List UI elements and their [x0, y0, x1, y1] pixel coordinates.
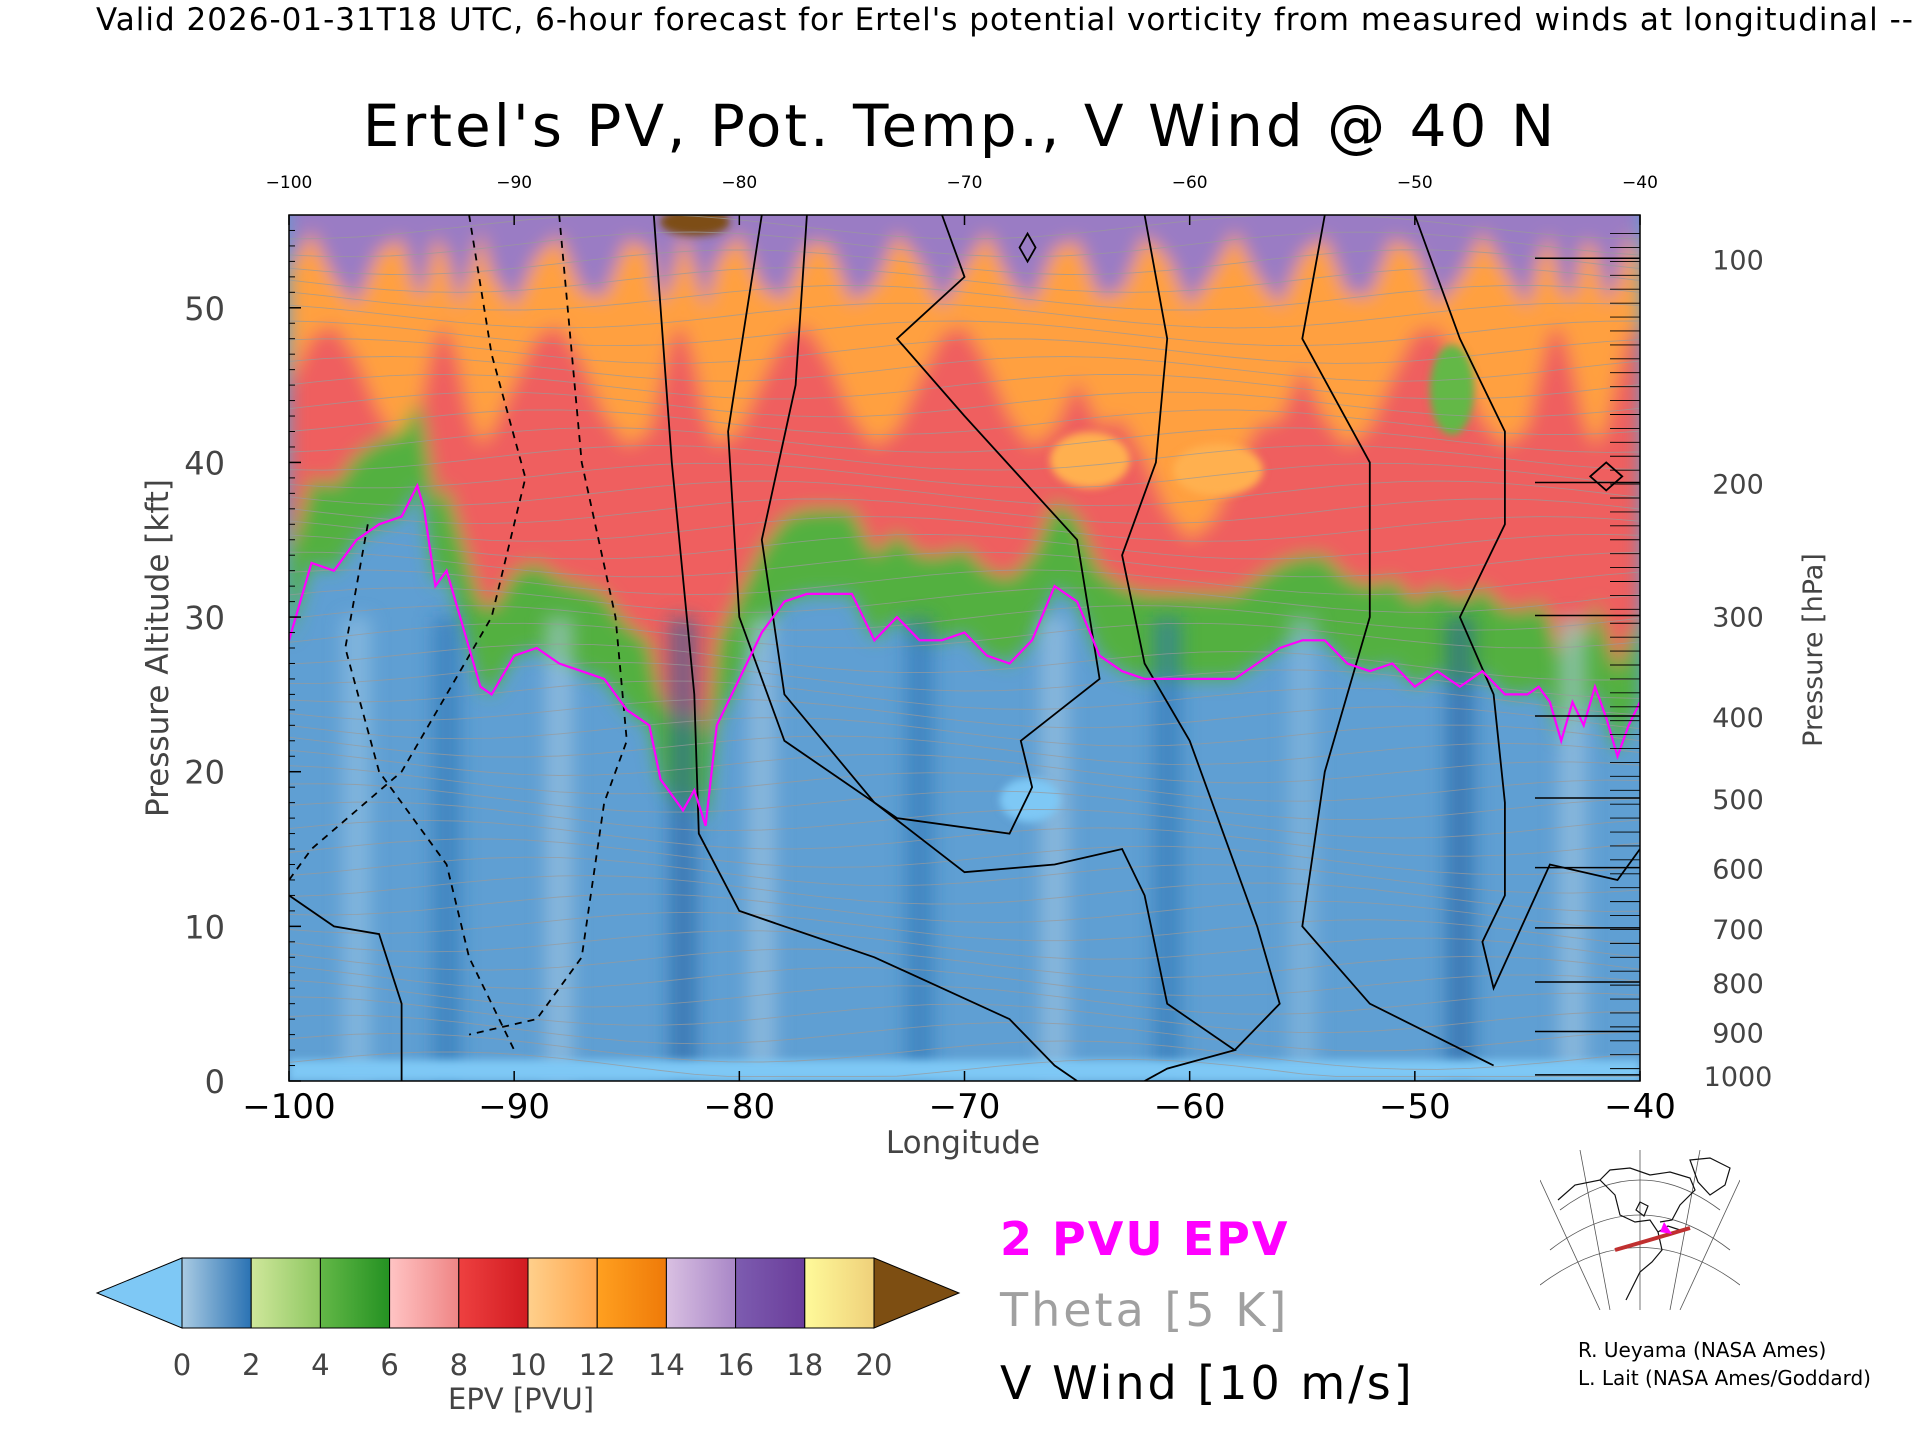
chart-title: Ertel's PV, Pot. Temp., V Wind @ 40 N — [362, 92, 1558, 160]
pressure-tick-label: 200 — [1712, 470, 1764, 501]
pressure-tick-label: 800 — [1712, 969, 1764, 1000]
colorbar-segment — [804, 1257, 875, 1329]
pressure-tick-label: 100 — [1712, 245, 1764, 276]
v-wind-contour — [1301, 215, 1495, 1067]
x-tick-label: −90 — [478, 1087, 550, 1127]
top-tick-label: −100 — [266, 173, 313, 193]
pressure-tick-label: 300 — [1712, 603, 1764, 634]
location-map-inset — [1540, 1150, 1740, 1310]
pressure-tick-label: 500 — [1712, 785, 1764, 816]
colorbar-tick-label: 10 — [510, 1348, 547, 1382]
colorbar-tick-label: 20 — [856, 1348, 893, 1382]
colorbar-under-arrow — [95, 1257, 183, 1329]
y-tick-label: 20 — [184, 754, 225, 792]
colorbar-tick-label: 4 — [311, 1348, 329, 1382]
x-tick-label: −60 — [1154, 1087, 1226, 1127]
colorbar-over-arrow — [873, 1257, 961, 1329]
colorbar-tick-label: 2 — [242, 1348, 260, 1382]
y-tick-label: 50 — [184, 290, 225, 328]
legend-theta: Theta [5 K] — [1000, 1283, 1290, 1337]
top-tick-label: −60 — [1172, 173, 1208, 193]
legend-v-wind: V Wind [10 m/s] — [1000, 1356, 1415, 1410]
pressure-tick-label: 1000 — [1704, 1062, 1773, 1093]
pv-2pvu-contour — [289, 482, 1640, 827]
v-wind-contour — [289, 894, 403, 1081]
y-tick-label: 40 — [184, 444, 225, 482]
colorbar-tick-label: 6 — [380, 1348, 398, 1382]
v-wind-contour — [344, 524, 516, 1051]
top-tick-label: −70 — [947, 173, 983, 193]
top-tick-label: −50 — [1397, 173, 1433, 193]
v-wind-contour — [289, 215, 527, 881]
y-tick-label: 10 — [184, 908, 225, 946]
epv-colorbar: 0 2 4 6 8 10 12 14 16 18 20 — [95, 1257, 961, 1382]
colorbar-tick-label: 8 — [450, 1348, 468, 1382]
v-wind-contour — [1588, 461, 1624, 492]
top-tick-label: −90 — [496, 173, 532, 193]
colorbar-tick-label: 18 — [786, 1348, 823, 1382]
colorbar-tick-label: 12 — [579, 1348, 616, 1382]
colorbar-segment — [181, 1257, 252, 1329]
pressure-tick-label: 400 — [1712, 703, 1764, 734]
x-tick-label: −80 — [703, 1087, 775, 1127]
y2-axis-label: Pressure [hPa] — [1798, 553, 1829, 747]
v-wind-contour — [468, 215, 628, 1036]
v-wind-contour — [1413, 215, 1640, 991]
colorbar-segment — [665, 1257, 737, 1329]
pressure-tick-label: 900 — [1712, 1019, 1764, 1050]
x-tick-label: −40 — [1604, 1087, 1676, 1127]
v-wind-contour — [652, 215, 1078, 1081]
v-wind-contour — [1121, 215, 1281, 1051]
top-tick-label: −80 — [721, 173, 757, 193]
v-wind-contour — [727, 215, 1101, 835]
colorbar-segment — [735, 1257, 806, 1329]
colorbar-label: EPV [PVU] — [448, 1382, 595, 1416]
y-tick-label: 0 — [205, 1063, 225, 1101]
pressure-tick-label: 600 — [1712, 855, 1764, 886]
colorbar-segment — [250, 1257, 321, 1329]
x-tick-label: −50 — [1379, 1087, 1451, 1127]
colorbar-tick-label: 16 — [717, 1348, 754, 1382]
x-axis-label: Longitude — [886, 1125, 1040, 1161]
colorbar-segment — [389, 1257, 460, 1329]
credit-line-1: R. Ueyama (NASA Ames) — [1578, 1338, 1827, 1362]
v-wind-contour — [1018, 231, 1037, 264]
colorbar-segment — [596, 1257, 667, 1329]
epv-field — [289, 215, 1640, 1081]
colorbar-tick-label: 0 — [173, 1348, 191, 1382]
colorbar-tick-label: 14 — [648, 1348, 685, 1382]
x-tick-label: −100 — [242, 1087, 335, 1127]
colorbar-segment — [527, 1257, 598, 1329]
valid-time-header: Valid 2026-01-31T18 UTC, 6-hour forecast… — [96, 2, 1920, 38]
top-tick-label: −40 — [1622, 173, 1658, 193]
colorbar-segment — [458, 1257, 529, 1329]
x-tick-label: −70 — [929, 1087, 1001, 1127]
colorbar-segment — [319, 1257, 391, 1329]
y-axis-label: Pressure Altitude [kft] — [140, 479, 176, 817]
y-tick-label: 30 — [184, 599, 225, 637]
legend-pv-2pvu: 2 PVU EPV — [1000, 1212, 1290, 1266]
pressure-tick-label: 700 — [1712, 915, 1764, 946]
credit-line-2: L. Lait (NASA Ames/Goddard) — [1578, 1366, 1871, 1390]
